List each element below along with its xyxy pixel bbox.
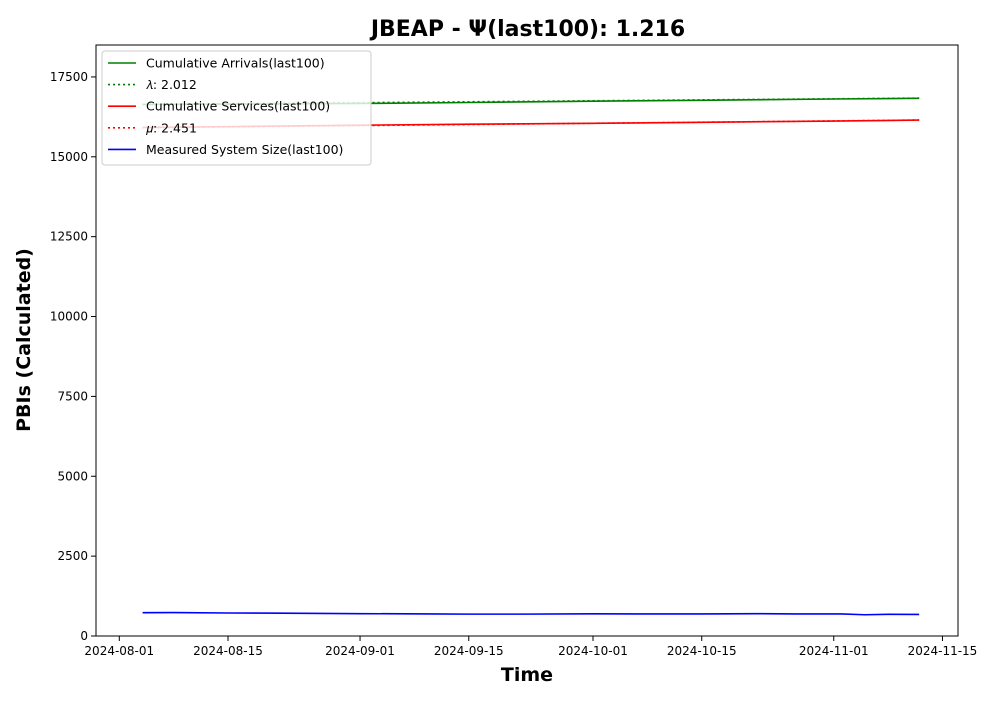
x-tick-label: 2024-09-15 bbox=[434, 644, 504, 658]
y-tick-label: 5000 bbox=[57, 469, 88, 483]
y-tick-label: 12500 bbox=[50, 230, 88, 244]
legend-label-4: 𝜇: 2.451 bbox=[146, 120, 197, 135]
legend-label-3: Cumulative Services(last100) bbox=[146, 99, 330, 114]
x-axis-label: Time bbox=[501, 664, 553, 686]
y-tick-label: 15000 bbox=[50, 150, 88, 164]
y-tick-label: 7500 bbox=[57, 389, 88, 403]
y-tick-label: 17500 bbox=[50, 70, 88, 84]
legend-label-5: Measured System Size(last100) bbox=[146, 142, 343, 157]
plot-frame bbox=[95, 44, 959, 637]
x-tick-label: 2024-10-15 bbox=[667, 644, 737, 658]
y-tick-label: 2500 bbox=[57, 549, 88, 563]
x-tick-label: 2024-11-01 bbox=[799, 644, 869, 658]
y-tick-label: 10000 bbox=[50, 310, 88, 324]
y-axis-label: PBIs (Calculated) bbox=[13, 248, 35, 432]
x-tick-label: 2024-08-15 bbox=[193, 644, 263, 658]
legend-label-1: Cumulative Arrivals(last100) bbox=[146, 56, 325, 71]
y-tick-label: 0 bbox=[80, 629, 88, 643]
plot-area: 2024-08-01 2024-08-15 2024-09-01 2024-09-15… bbox=[50, 44, 978, 658]
x-tick-label: 2024-08-01 bbox=[84, 644, 154, 658]
series-line-5 bbox=[142, 611, 920, 616]
x-tick-label: 2024-10-01 bbox=[558, 644, 628, 658]
legend-box bbox=[101, 50, 372, 166]
legend: Cumulative Arrivals(last100) 𝜆: 2.012 Cumu… bbox=[101, 50, 372, 166]
chart-title: JBEAP - Ψ(last100): 1.216 bbox=[369, 17, 685, 42]
legend-label-2: 𝜆: 2.012 bbox=[146, 77, 197, 92]
x-tick-label: 2024-11-15 bbox=[908, 644, 978, 658]
x-tick-label: 2024-09-01 bbox=[325, 644, 395, 658]
